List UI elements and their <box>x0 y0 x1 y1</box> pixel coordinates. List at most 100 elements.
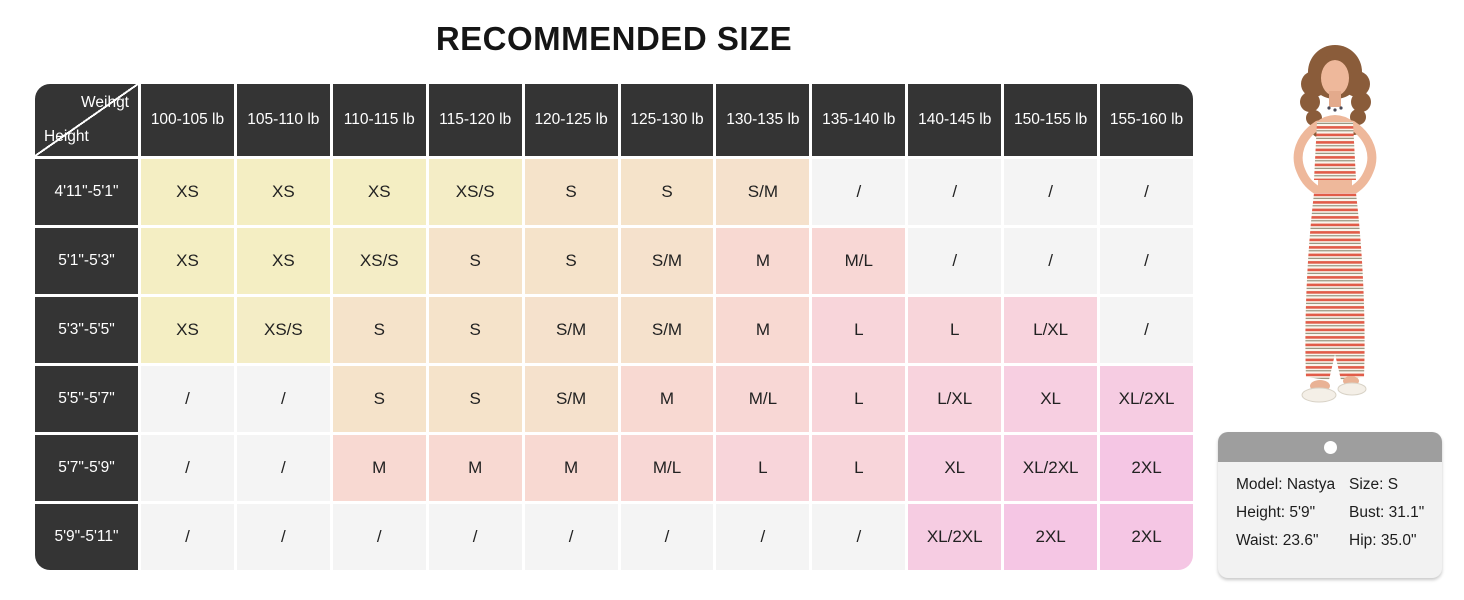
size-table: Weihgt Height 100-105 lb 105-110 lb 110-11… <box>35 84 1193 570</box>
size-cell-na: / <box>141 504 234 570</box>
model-midriff <box>1318 180 1352 193</box>
model-info-body: Model: Nastya Size: S Height: 5'9" Bust:… <box>1218 462 1442 550</box>
model-necklace <box>1327 106 1343 112</box>
size-cell: XS <box>236 228 330 294</box>
weight-column-header: 150-155 lb <box>1004 84 1098 156</box>
size-cell: S/M <box>620 228 714 294</box>
size-cell-na: / <box>141 435 234 501</box>
size-cell: S <box>428 297 522 363</box>
size-cell: XS <box>332 159 426 225</box>
height-row-header: 4'11"-5'1" <box>35 159 138 225</box>
size-cell: M <box>620 366 714 432</box>
size-cell: S <box>524 159 618 225</box>
size-cell-na: / <box>1004 228 1098 294</box>
size-cell: S/M <box>716 159 810 225</box>
model-info-row: Model: Nastya Size: S <box>1236 476 1436 494</box>
model-photo <box>1293 45 1377 403</box>
model-right-arm <box>1345 120 1377 197</box>
size-cell-na: / <box>620 504 714 570</box>
corner-header-cell: Weihgt Height <box>35 84 138 156</box>
height-row-header: 5'3"-5'5" <box>35 297 138 363</box>
model-left-arm <box>1293 120 1325 197</box>
weight-column-header: 155-160 lb <box>1100 84 1193 156</box>
size-cell: XS <box>141 297 234 363</box>
size-cell: M <box>332 435 426 501</box>
model-bust-label: Bust: 31.1" <box>1349 504 1425 521</box>
size-cell: XS/S <box>236 297 330 363</box>
corner-height-label: Height <box>44 128 89 145</box>
size-cell-na: / <box>908 228 1002 294</box>
size-cell-na: / <box>1100 159 1193 225</box>
model-name-label: Model: Nastya <box>1236 476 1336 493</box>
size-cell-na: / <box>524 504 618 570</box>
model-left-sandal <box>1301 387 1337 403</box>
size-cell-na: / <box>236 366 330 432</box>
model-face <box>1321 60 1349 96</box>
size-cell: 2XL <box>1100 504 1193 570</box>
size-cell: L/XL <box>908 366 1002 432</box>
hang-tag-hole <box>1323 440 1337 454</box>
weight-column-header: 125-130 lb <box>620 84 714 156</box>
size-cell: M <box>716 297 810 363</box>
weight-column-header: 120-125 lb <box>524 84 618 156</box>
size-cell: XL <box>1004 366 1098 432</box>
size-cell: S/M <box>620 297 714 363</box>
model-info-row: Waist: 23.6" Hip: 35.0" <box>1236 532 1436 550</box>
height-row-header: 5'1"-5'3" <box>35 228 138 294</box>
size-cell-na: / <box>1100 297 1193 363</box>
weight-column-header: 110-115 lb <box>332 84 426 156</box>
height-row-header: 5'9"-5'11" <box>35 504 138 570</box>
size-cell-na: / <box>716 504 810 570</box>
size-cell-na: / <box>908 159 1002 225</box>
weight-column-header: 140-145 lb <box>908 84 1002 156</box>
size-cell: XL/2XL <box>908 504 1002 570</box>
weight-column-header: 105-110 lb <box>236 84 330 156</box>
page-title: RECOMMENDED SIZE <box>435 20 793 57</box>
model-neck <box>1329 91 1341 107</box>
model-striped-pants <box>1305 193 1365 380</box>
size-cell: S <box>428 228 522 294</box>
size-cell: M/L <box>716 366 810 432</box>
size-cell: S <box>428 366 522 432</box>
size-cell: S <box>332 366 426 432</box>
size-cell: S <box>524 228 618 294</box>
size-cell: 2XL <box>1004 504 1098 570</box>
size-cell: L <box>812 297 906 363</box>
model-info-row: Height: 5'9" Bust: 31.1" <box>1236 504 1436 522</box>
size-cell: L/XL <box>1004 297 1098 363</box>
height-row-header: 5'5"-5'7" <box>35 366 138 432</box>
model-waist-label: Waist: 23.6" <box>1236 532 1319 549</box>
size-cell: M <box>524 435 618 501</box>
size-cell-na: / <box>812 159 906 225</box>
weight-column-header: 100-105 lb <box>141 84 234 156</box>
size-cell: S <box>620 159 714 225</box>
size-cell: S/M <box>524 366 618 432</box>
size-cell: S <box>332 297 426 363</box>
weight-column-header: 115-120 lb <box>428 84 522 156</box>
size-cell-na: / <box>428 504 522 570</box>
size-cell: M <box>716 228 810 294</box>
size-cell: XL/2XL <box>1100 366 1193 432</box>
size-cell: L <box>812 366 906 432</box>
size-cell: XL/2XL <box>1004 435 1098 501</box>
model-striped-top <box>1314 122 1356 180</box>
size-cell: XS <box>141 228 234 294</box>
size-cell: XS/S <box>332 228 426 294</box>
size-cell: M/L <box>620 435 714 501</box>
model-hair-front <box>1319 54 1351 70</box>
weight-column-header: 135-140 lb <box>812 84 906 156</box>
size-cell: L <box>908 297 1002 363</box>
weight-column-header: 130-135 lb <box>716 84 810 156</box>
size-cell-na: / <box>332 504 426 570</box>
corner-weight-label: Weihgt <box>81 94 129 111</box>
size-cell-na: / <box>141 366 234 432</box>
size-cell: XL <box>908 435 1002 501</box>
size-cell-na: / <box>1100 228 1193 294</box>
size-cell: S/M <box>524 297 618 363</box>
model-height-label: Height: 5'9" <box>1236 504 1316 521</box>
size-cell-na: / <box>236 435 330 501</box>
size-cell: 2XL <box>1100 435 1193 501</box>
size-cell-na: / <box>236 504 330 570</box>
size-cell: M <box>428 435 522 501</box>
size-cell-na: / <box>1004 159 1098 225</box>
